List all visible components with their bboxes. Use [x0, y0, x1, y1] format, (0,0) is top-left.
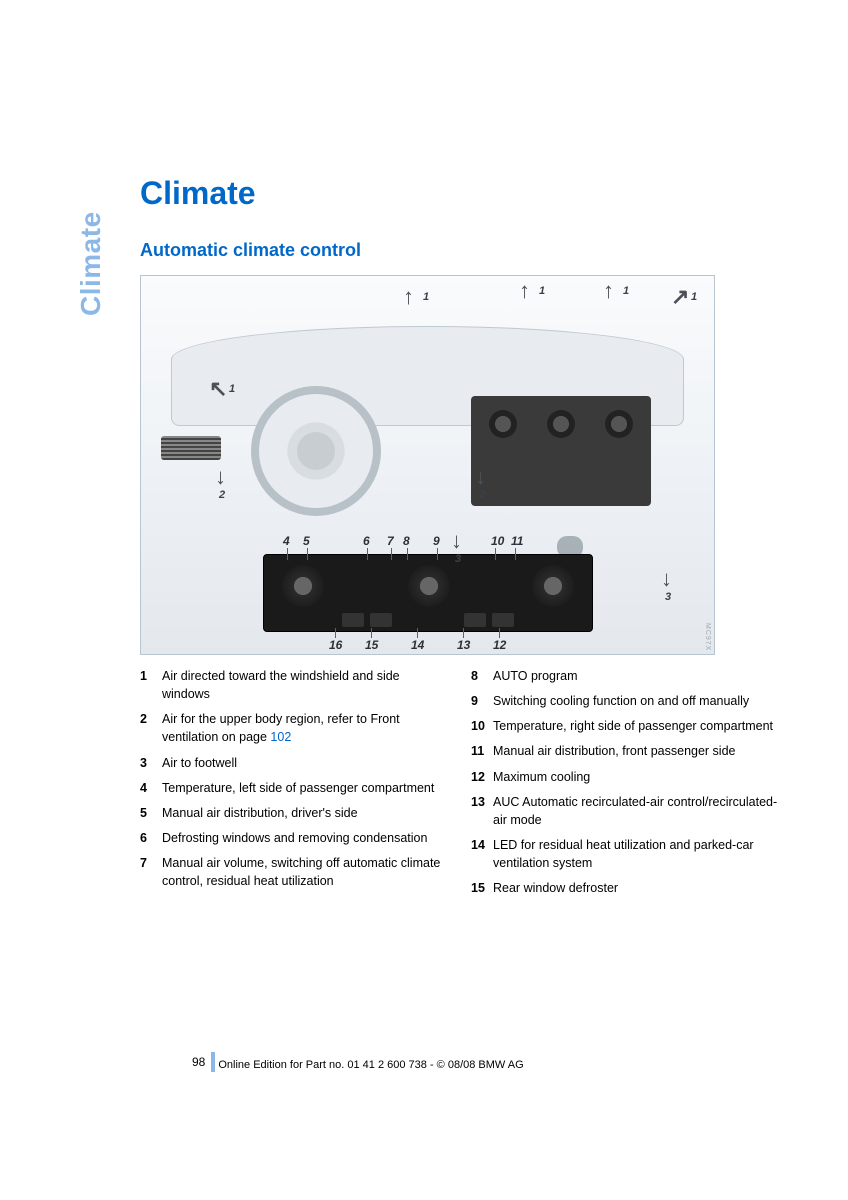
legend-col-right: 8AUTO program9Switching cooling function… — [471, 667, 778, 904]
legend-text: LED for residual heat utilization and pa… — [493, 836, 778, 872]
legend-item: 15Rear window defroster — [471, 879, 778, 897]
legend-item: 12Maximum cooling — [471, 768, 778, 786]
callout-line — [515, 548, 516, 560]
diagram-fine-print: MC97X — [704, 623, 711, 651]
page-number: 98 — [192, 1055, 205, 1072]
legend-number: 13 — [471, 793, 493, 829]
airflow-arrow-label: 1 — [617, 282, 635, 300]
panel-callout-top: 10 — [491, 534, 504, 548]
airflow-arrow-label: 2 — [213, 486, 231, 504]
panel-callout-bottom: 15 — [365, 638, 378, 652]
legend-number: 10 — [471, 717, 493, 735]
panel-callout-top: 4 — [283, 534, 290, 548]
steering-wheel — [251, 386, 381, 516]
legend-text: Air for the upper body region, refer to … — [162, 710, 447, 746]
legend-text: AUC Automatic recirculated-air control/r… — [493, 793, 778, 829]
page-title: Climate — [140, 175, 778, 212]
legend-text: Rear window defroster — [493, 879, 778, 897]
legend-item: 6Defrosting windows and removing condens… — [140, 829, 447, 847]
airflow-arrow-label: 1 — [223, 380, 241, 398]
footer-accent-bar — [211, 1052, 215, 1072]
callout-line — [307, 548, 308, 560]
legend-number: 8 — [471, 667, 493, 685]
callout-line — [495, 548, 496, 560]
legend-text: Manual air distribution, driver's side — [162, 804, 447, 822]
legend-text: Manual air distribution, front passenger… — [493, 742, 778, 760]
airflow-arrow-label: 1 — [685, 288, 703, 306]
dashboard-diagram: MC97X ↖1↑1↑1↑1↗1↓2↓2↓3↓34567891011161514… — [140, 275, 715, 655]
legend-item: 1Air directed toward the windshield and … — [140, 667, 447, 703]
airflow-arrow: ↑ — [403, 284, 414, 310]
panel-callout-bottom: 14 — [411, 638, 424, 652]
page-reference-link[interactable]: 102 — [270, 730, 291, 744]
airflow-arrow-label: 2 — [473, 486, 491, 504]
legend-text: Manual air volume, switching off automat… — [162, 854, 447, 890]
legend-number: 7 — [140, 854, 162, 890]
legend-number: 4 — [140, 779, 162, 797]
panel-callout-top: 9 — [433, 534, 440, 548]
legend-number: 6 — [140, 829, 162, 847]
panel-callout-top: 8 — [403, 534, 410, 548]
legend-number: 9 — [471, 692, 493, 710]
panel-callout-bottom: 12 — [493, 638, 506, 652]
footer-text: Online Edition for Part no. 01 41 2 600 … — [218, 1059, 523, 1072]
callout-line — [463, 628, 464, 638]
panel-callout-top: 6 — [363, 534, 370, 548]
legend-number: 11 — [471, 742, 493, 760]
panel-callout-bottom: 16 — [329, 638, 342, 652]
legend-number: 14 — [471, 836, 493, 872]
page-footer: 98 Online Edition for Part no. 01 41 2 6… — [192, 1052, 524, 1072]
legend-col-left: 1Air directed toward the windshield and … — [140, 667, 447, 904]
legend-item: 10Temperature, right side of passenger c… — [471, 717, 778, 735]
callout-line — [391, 548, 392, 560]
airflow-arrow: ↑ — [519, 278, 530, 304]
legend-item: 2Air for the upper body region, refer to… — [140, 710, 447, 746]
airflow-arrow: ↑ — [603, 278, 614, 304]
legend-number: 3 — [140, 754, 162, 772]
callout-line — [437, 548, 438, 560]
legend-number: 12 — [471, 768, 493, 786]
callout-line — [407, 548, 408, 560]
callout-line — [367, 548, 368, 560]
airflow-arrow-label: 1 — [417, 288, 435, 306]
panel-callout-top: 11 — [511, 534, 523, 548]
panel-callout-top: 7 — [387, 534, 394, 548]
airflow-arrow-label: 3 — [449, 550, 467, 568]
legend-text: Temperature, left side of passenger comp… — [162, 779, 447, 797]
legend-text: Air to footwell — [162, 754, 447, 772]
legend-number: 15 — [471, 879, 493, 897]
legend-item: 4Temperature, left side of passenger com… — [140, 779, 447, 797]
callout-line — [287, 548, 288, 560]
legend-item: 11Manual air distribution, front passeng… — [471, 742, 778, 760]
legend-number: 2 — [140, 710, 162, 746]
legend-item: 5Manual air distribution, driver's side — [140, 804, 447, 822]
legend-text: Defrosting windows and removing condensa… — [162, 829, 447, 847]
airflow-arrow-label: 3 — [659, 588, 677, 606]
legend-item: 14LED for residual heat utilization and … — [471, 836, 778, 872]
airflow-arrow-label: 1 — [533, 282, 551, 300]
legend-text: AUTO program — [493, 667, 778, 685]
legend-number: 5 — [140, 804, 162, 822]
panel-callout-bottom: 13 — [457, 638, 470, 652]
legend-item: 8AUTO program — [471, 667, 778, 685]
center-stack — [471, 396, 651, 506]
legend-item: 3Air to footwell — [140, 754, 447, 772]
legend: 1Air directed toward the windshield and … — [140, 667, 778, 904]
legend-text: Air directed toward the windshield and s… — [162, 667, 447, 703]
callout-line — [417, 628, 418, 638]
callout-line — [371, 628, 372, 638]
legend-text: Switching cooling function on and off ma… — [493, 692, 778, 710]
legend-text: Temperature, right side of passenger com… — [493, 717, 778, 735]
panel-callout-top: 5 — [303, 534, 310, 548]
vent-left — [161, 436, 221, 460]
section-subtitle: Automatic climate control — [140, 240, 778, 261]
legend-text: Maximum cooling — [493, 768, 778, 786]
callout-line — [499, 628, 500, 638]
legend-item: 7Manual air volume, switching off automa… — [140, 854, 447, 890]
legend-item: 9Switching cooling function on and off m… — [471, 692, 778, 710]
legend-number: 1 — [140, 667, 162, 703]
climate-control-panel — [263, 554, 593, 632]
legend-item: 13AUC Automatic recirculated-air control… — [471, 793, 778, 829]
callout-line — [335, 628, 336, 638]
